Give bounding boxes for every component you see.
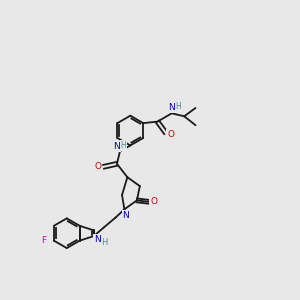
Text: O: O xyxy=(167,130,174,139)
Text: O: O xyxy=(94,162,101,171)
Text: O: O xyxy=(150,197,157,206)
Text: H: H xyxy=(121,141,126,150)
Text: F: F xyxy=(41,236,46,245)
Text: N: N xyxy=(122,211,129,220)
Text: H: H xyxy=(102,238,108,247)
Text: N: N xyxy=(94,235,101,244)
Text: N: N xyxy=(168,103,175,112)
Text: N: N xyxy=(113,142,120,152)
Text: H: H xyxy=(176,102,181,111)
